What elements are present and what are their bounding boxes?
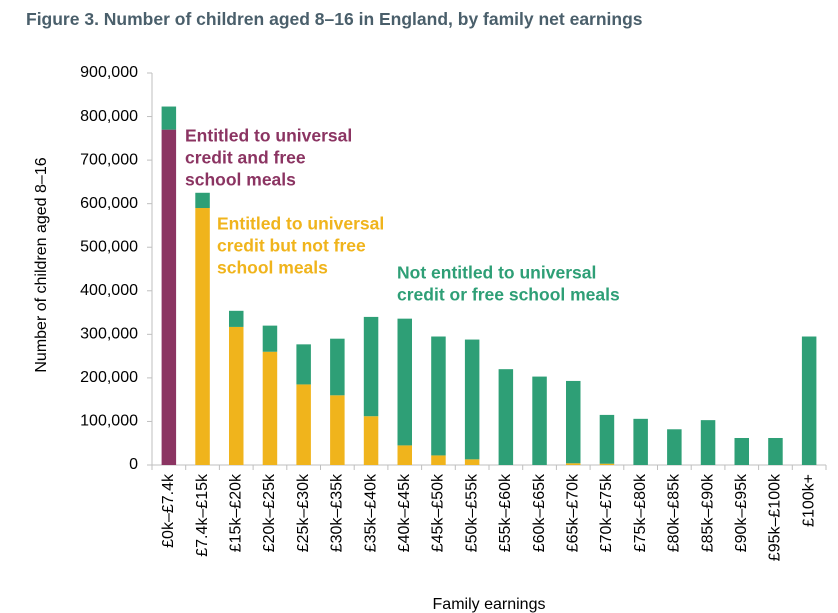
annotation-label: Not entitled to universal (397, 263, 596, 283)
bar-segment-series-1 (330, 395, 345, 465)
bar-segment-series-2 (397, 318, 412, 446)
x-tick-label: £80k–£85k (666, 473, 683, 552)
bar-segment-series-2 (498, 369, 514, 465)
bar-segment-series-1 (296, 384, 311, 465)
bar-segment-series-2 (532, 376, 547, 465)
bar-segment-series-1 (195, 208, 210, 465)
bar-segment-series-2 (195, 192, 210, 209)
bar-segment-series-1 (566, 463, 581, 465)
bar-segment-series-2 (262, 325, 278, 352)
x-tick-label: £7.4k–£15k (194, 473, 211, 557)
x-tick-label: £65k–£70k (564, 473, 581, 552)
annotation-label: credit or free school meals (397, 285, 620, 305)
x-tick-label: £60k–£65k (531, 473, 548, 552)
bar-segment-series-2 (161, 106, 177, 130)
y-tick-label: 500,000 (80, 238, 138, 255)
figure-title: Figure 3. Number of children aged 8–16 i… (26, 9, 643, 29)
y-axis: 0 100,000 200,000 300,000 400,000 500,000 600,… (80, 64, 153, 473)
bar-segment-series-0 (161, 129, 177, 465)
x-tick-label: £55k–£60k (497, 473, 514, 552)
bar-segment-series-2 (464, 339, 480, 460)
bar-segment-series-1 (431, 455, 446, 465)
bar-segment-series-2 (768, 437, 783, 465)
bar-segment-series-2 (633, 418, 648, 465)
annotation-label: credit and free (185, 148, 306, 168)
y-tick-label: 700,000 (80, 151, 138, 168)
annotation-label: Entitled to universal (185, 126, 352, 146)
x-tick-label: £15k–£20k (227, 473, 244, 552)
y-tick-label: 300,000 (80, 326, 138, 343)
bar-segment-series-2 (296, 344, 311, 385)
y-tick-label: 600,000 (80, 195, 138, 212)
bar-segment-series-2 (599, 414, 615, 464)
annotation-label: school meals (217, 258, 328, 278)
bar-segment-series-1 (363, 416, 379, 465)
bar-segment-series-1 (464, 459, 480, 465)
x-tick-label: £95k–£100k (767, 473, 784, 561)
y-tick-label: 800,000 (80, 108, 138, 125)
x-tick-label: £85k–£90k (699, 473, 716, 552)
y-axis-label: Number of children aged 8–16 (33, 157, 50, 372)
x-tick-label: £90k–£95k (733, 473, 750, 552)
bar-segment-series-2 (229, 310, 244, 327)
bar-segment-series-1 (599, 463, 615, 465)
x-tick-label: £0k–£7.4k (160, 473, 177, 548)
x-tick-label: £25k–£30k (295, 473, 312, 552)
bars (161, 106, 817, 465)
bar-segment-series-2 (566, 380, 581, 464)
annotation-label: school meals (185, 170, 296, 190)
x-tick-label: £70k–£75k (598, 473, 615, 552)
annotation-label: Entitled to universal (217, 214, 384, 234)
y-tick-label: 200,000 (80, 369, 138, 386)
x-tick-label: £50k–£55k (463, 473, 480, 552)
x-tick-label: £100k+ (800, 474, 817, 527)
x-tick-label: £40k–£45k (396, 473, 413, 552)
bar-segment-series-1 (262, 351, 278, 465)
x-tick-label: £20k–£25k (261, 473, 278, 552)
y-tick-label: 100,000 (80, 413, 138, 430)
x-tick-label: £45k–£50k (430, 473, 447, 552)
bar-segment-series-2 (700, 420, 716, 465)
bar-segment-series-2 (734, 437, 749, 465)
x-axis: £0k–£7.4k £7.4k–£15k £15k–£20k £20k–£25k £25… (151, 464, 827, 561)
x-axis-label: Family earnings (433, 596, 546, 613)
bar-segment-series-2 (801, 336, 817, 465)
bar-segment-series-1 (229, 326, 244, 465)
y-tick-label: 900,000 (80, 64, 138, 81)
bar-segment-series-1 (397, 445, 412, 465)
x-tick-label: £30k–£35k (329, 473, 346, 552)
bar-segment-series-2 (667, 429, 682, 465)
x-tick-label: £35k–£40k (362, 473, 379, 552)
bar-segment-series-2 (363, 316, 379, 417)
bar-segment-series-2 (431, 336, 446, 456)
x-tick-label: £75k–£80k (632, 473, 649, 552)
y-tick-label: 400,000 (80, 282, 138, 299)
bar-segment-series-2 (330, 338, 345, 396)
annotation-label: credit but not free (217, 236, 366, 256)
y-tick-label: 0 (129, 456, 138, 473)
